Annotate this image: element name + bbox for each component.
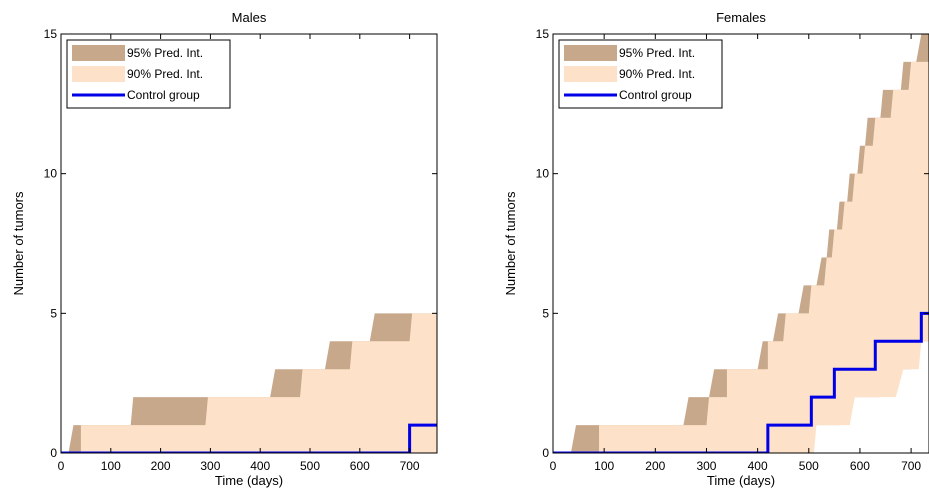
legend-item: Control group [72, 88, 200, 102]
chart-title: Males [232, 10, 267, 25]
x-axis-label: Time (days) [215, 473, 283, 488]
x-tick-label: 500 [799, 459, 819, 473]
y-tick-label: 10 [44, 167, 58, 181]
x-tick-label: 500 [300, 459, 320, 473]
x-tick-label: 200 [151, 459, 171, 473]
legend: 95% Pred. Int. 90% Pred. Int. Control grou… [558, 39, 723, 109]
y-tick-label: 5 [50, 306, 57, 320]
x-tick-label: 100 [594, 459, 614, 473]
x-axis-label: Time (days) [707, 473, 775, 488]
y-tick-label: 15 [536, 27, 550, 41]
legend-label: 95% Pred. Int. [619, 46, 695, 60]
legend: 95% Pred. Int. 90% Pred. Int. Control grou… [66, 39, 231, 109]
legend-item: 95% Pred. Int. [564, 45, 695, 61]
axes-frame [552, 33, 929, 454]
legend-item: 90% Pred. Int. [72, 66, 203, 82]
y-tick-label: 0 [542, 446, 549, 460]
x-tick-label: 300 [696, 459, 716, 473]
legend-item: Control group [564, 88, 692, 102]
x-tick-label: 400 [748, 459, 768, 473]
x-tick-label: 700 [400, 459, 420, 473]
control-group-line [553, 311, 929, 453]
legend-item: 90% Pred. Int. [564, 66, 695, 82]
y-tick-label: 10 [536, 167, 550, 181]
axes-frame [60, 33, 438, 454]
band-90-pred-int [553, 61, 929, 453]
chart-title: Females [716, 10, 766, 25]
x-tick-label: 700 [901, 459, 921, 473]
plot-content [61, 313, 437, 453]
legend-label: 95% Pred. Int. [127, 46, 203, 60]
y-tick-label: 15 [44, 27, 58, 41]
legend-item: 95% Pred. Int. [72, 45, 203, 61]
x-tick-label: 0 [58, 459, 65, 473]
panel-females: 0 100 200 300 400 500 600 700 0 5 10 15 Females Time … [503, 10, 929, 488]
y-axis-label: Number of tumors [11, 191, 26, 296]
legend-label: 90% Pred. Int. [619, 67, 695, 81]
legend-swatch [564, 66, 617, 82]
legend-label: Control group [127, 88, 200, 102]
legend-label: 90% Pred. Int. [127, 67, 203, 81]
legend-swatch [72, 66, 125, 82]
control-group-line [61, 423, 437, 453]
y-tick-label: 5 [542, 306, 549, 320]
legend-swatch [72, 45, 125, 61]
panel-males: 0 100 200 300 400 500 600 700 0 5 10 15 Males Time (d… [11, 10, 438, 488]
legend-swatch [564, 45, 617, 61]
x-tick-label: 400 [250, 459, 270, 473]
x-tick-label: 300 [200, 459, 220, 473]
plot-content [553, 34, 929, 453]
legend-label: Control group [619, 88, 692, 102]
x-tick-label: 0 [550, 459, 557, 473]
x-tick-label: 600 [350, 459, 370, 473]
x-tick-label: 200 [645, 459, 665, 473]
y-tick-label: 0 [50, 446, 57, 460]
x-tick-label: 100 [101, 459, 121, 473]
x-tick-label: 600 [850, 459, 870, 473]
band-90-pred-int [61, 313, 437, 453]
y-axis-label: Number of tumors [503, 191, 518, 296]
